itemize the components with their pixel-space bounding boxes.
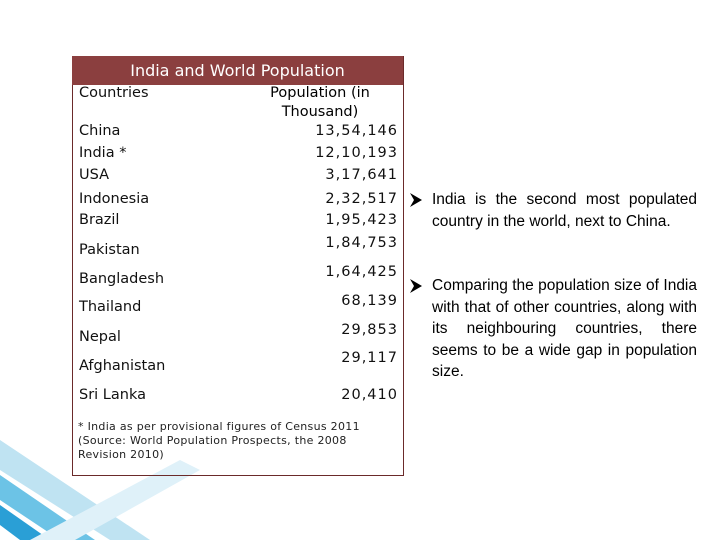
country-cell: Brazil: [79, 212, 120, 228]
population-cell: 1,95,423: [325, 212, 398, 228]
country-cell: Sri Lanka: [79, 387, 146, 403]
population-cell: 1,64,425: [325, 264, 398, 280]
population-cell: 1,84,753: [325, 235, 398, 251]
country-cell: Indonesia: [79, 191, 150, 207]
population-cell: 68,139: [341, 293, 398, 309]
bullet-text: India is the second most populated count…: [432, 191, 697, 230]
table-title: India and World Population: [72, 56, 403, 85]
footnote: * India as per provisional figures of Ce…: [78, 420, 360, 433]
population-cell: 20,410: [341, 387, 398, 403]
country-cell: USA: [79, 167, 110, 183]
stripe: [0, 505, 50, 540]
country-cell: India *: [79, 145, 127, 161]
population-cell: 3,17,641: [325, 167, 398, 183]
population-cell: 29,853: [341, 322, 398, 338]
bullet-arrow: [410, 193, 422, 207]
country-cell: Thailand: [79, 299, 142, 315]
bullet-text: Comparing the population size of India w…: [432, 277, 697, 380]
population-cell: 13,54,146: [315, 123, 398, 139]
population-cell: 2,32,517: [325, 191, 398, 207]
column-header: Population (in Thousand): [270, 85, 370, 120]
stripe: [30, 460, 200, 540]
country-cell: Bangladesh: [79, 271, 165, 287]
population-cell: 29,117: [341, 350, 398, 366]
country-cell: Pakistan: [79, 242, 140, 258]
column-header: Countries: [79, 85, 149, 101]
population-cell: 12,10,193: [315, 145, 398, 161]
footnote: (Source: World Population Prospects, the…: [78, 434, 347, 461]
country-cell: Afghanistan: [79, 358, 166, 374]
country-cell: China: [79, 123, 121, 139]
country-cell: Nepal: [79, 329, 121, 345]
bullet-arrow: [410, 279, 422, 293]
